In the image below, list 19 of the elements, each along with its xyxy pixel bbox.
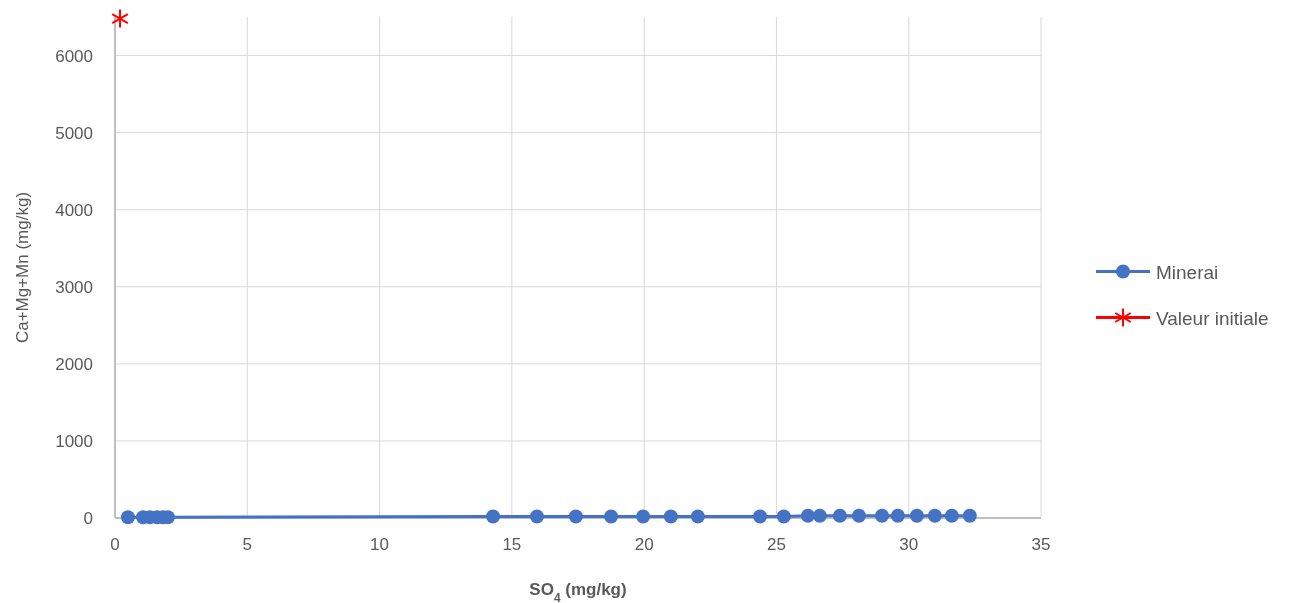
- legend-label: Valeur initiale: [1156, 307, 1269, 329]
- x-tick-label: 20: [634, 535, 654, 554]
- y-tick-label: 1000: [55, 431, 93, 451]
- y-tick-label: 6000: [55, 46, 93, 66]
- x-tick-label: 5: [242, 535, 253, 554]
- x-axis-title: SO$_{4}$ (mg/kg): [529, 580, 627, 603]
- x-tick-label: 30: [899, 535, 919, 554]
- y-tick-label: 2000: [55, 354, 93, 374]
- y-tick-label: 4000: [55, 200, 93, 220]
- legend-label: Minerai: [1156, 261, 1219, 283]
- x-tick-label: 0: [110, 535, 120, 554]
- y-tick-label: 0: [83, 509, 93, 528]
- y-tick-label: 3000: [55, 277, 93, 297]
- x-tick-label: 25: [766, 535, 786, 554]
- x-tick-label: 15: [502, 535, 522, 554]
- y-tick-label: 5000: [55, 123, 93, 143]
- y-axis-title: Ca+Mg+Mn (mg/kg): [13, 191, 32, 344]
- x-tick-label: 35: [1031, 535, 1051, 554]
- x-tick-label: 10: [370, 535, 390, 554]
